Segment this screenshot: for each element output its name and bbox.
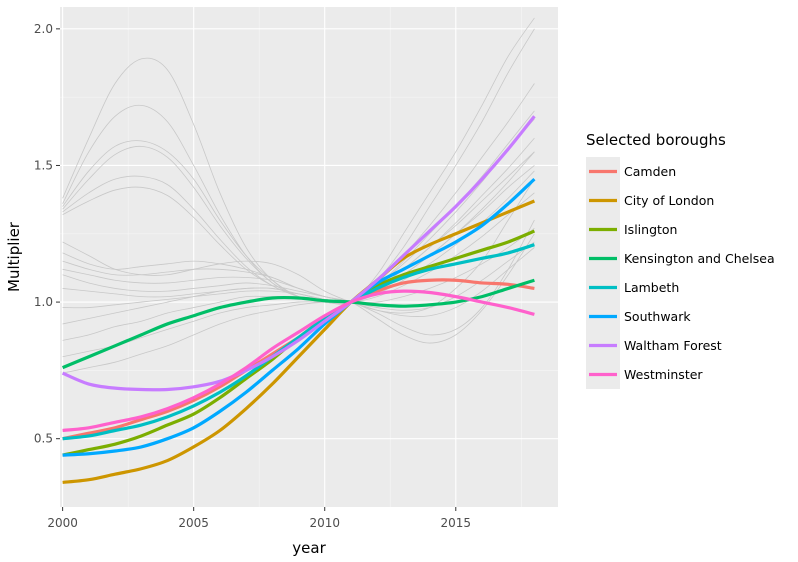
selected-borough-lines <box>61 115 536 485</box>
other-borough-line <box>62 118 535 374</box>
legend-item: City of London <box>586 186 714 215</box>
legend-label: Westminster <box>624 367 703 382</box>
x-tick-label: 2015 <box>441 516 472 530</box>
series-line <box>62 243 535 441</box>
legend: Selected boroughs Camden City of London Is… <box>586 131 775 389</box>
legend-label: Waltham Forest <box>624 338 722 353</box>
x-tick-label: 2000 <box>47 516 78 530</box>
series-line <box>61 115 536 392</box>
y-tick-label: 1.5 <box>34 158 53 172</box>
series-line <box>62 177 536 457</box>
legend-item: Waltham Forest <box>586 331 722 360</box>
legend-title: Selected boroughs <box>586 131 726 149</box>
x-axis-title: year <box>292 539 326 557</box>
y-tick-label: 1.0 <box>34 295 53 309</box>
minor-gridlines <box>60 7 558 507</box>
series-line <box>62 199 536 485</box>
legend-item: Westminster <box>586 360 703 389</box>
y-axis: 0.5 1.0 1.5 2.0 <box>34 22 60 446</box>
x-tick-label: 2010 <box>309 516 340 530</box>
other-borough-line <box>62 137 535 358</box>
legend-label: Lambeth <box>624 280 679 295</box>
legend-item: Southwark <box>586 302 691 331</box>
legend-label: City of London <box>624 193 714 208</box>
legend-label: Kensington and Chelsea <box>624 251 775 266</box>
y-tick-label: 0.5 <box>34 432 53 446</box>
x-axis: 2000 2005 2010 2015 <box>47 507 471 530</box>
legend-item: Islington <box>586 215 677 244</box>
series-line <box>62 278 535 370</box>
legend-item: Camden <box>586 157 676 186</box>
other-borough-line <box>62 247 535 317</box>
legend-label: Islington <box>624 222 677 237</box>
legend-label: Camden <box>624 164 676 179</box>
other-borough-line <box>62 170 535 325</box>
x-tick-label: 2005 <box>178 516 209 530</box>
legend-label: Southwark <box>624 309 691 324</box>
series-line <box>62 289 535 433</box>
legend-item: Kensington and Chelsea <box>586 244 775 273</box>
legend-item: Lambeth <box>586 273 679 302</box>
y-axis-title: Multiplier <box>5 221 23 292</box>
y-tick-label: 2.0 <box>34 22 53 36</box>
